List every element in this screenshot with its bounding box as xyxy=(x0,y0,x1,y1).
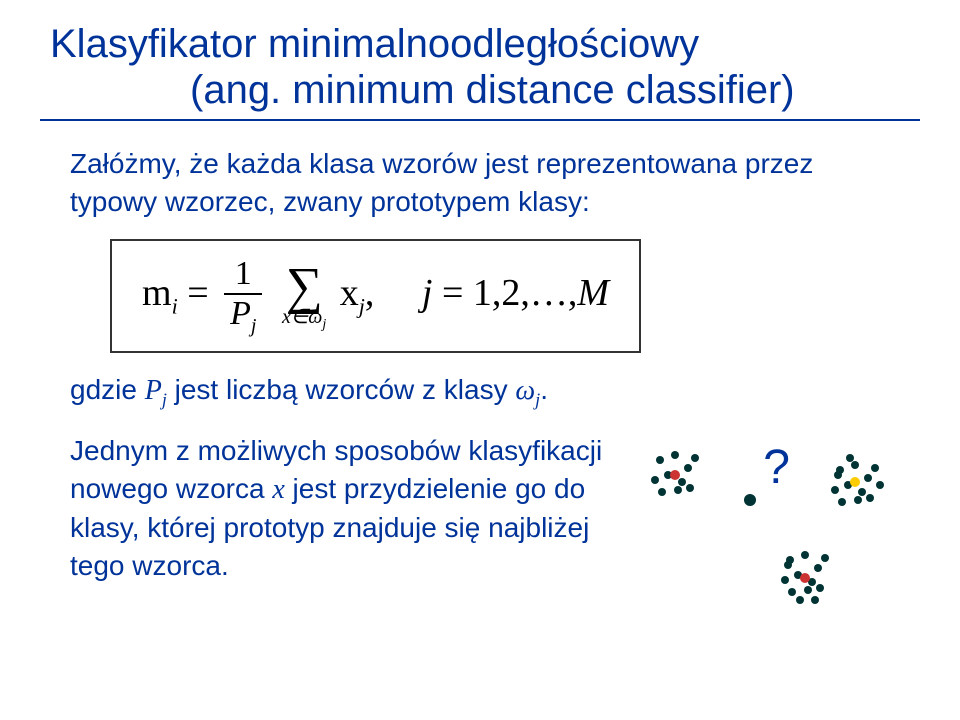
method-paragraph: Jednym z możliwych sposobów klasyfikacji… xyxy=(0,432,670,584)
intro-paragraph: Załóżmy, że każda klasa wzorów jest repr… xyxy=(0,145,960,221)
sigma-sub-j: j xyxy=(322,317,326,332)
slide-title-line1: Klasyfikator minimalnoodległościowy xyxy=(0,0,960,68)
slide-title-line2: (ang. minimum distance classifier) xyxy=(0,68,960,113)
pj-prefix: gdzie xyxy=(70,374,145,405)
formula-x: x xyxy=(340,272,359,314)
frac-den: Pj xyxy=(224,295,262,338)
formula-fraction: 1 Pj xyxy=(224,255,262,338)
cond-vals: 1,2,…, xyxy=(473,272,578,314)
formula-box: mi = 1 Pj ∑ x∈ωj xj, j = 1,2,…,M xyxy=(110,239,641,354)
sigma-sub-text: x∈ω xyxy=(282,306,322,328)
frac-den-sub: j xyxy=(251,314,257,336)
cluster-diagram xyxy=(640,440,920,660)
prototype-formula: mi = 1 Pj ∑ x∈ωj xj, j = 1,2,…,M xyxy=(142,272,609,314)
pj-symbol: P xyxy=(145,375,162,406)
omega-symbol: ω xyxy=(515,375,535,406)
pj-mid: jest liczbą wzorców z klasy xyxy=(167,374,516,405)
pj-line: gdzie Pj jest liczbą wzorców z klasy ωj. xyxy=(0,371,960,412)
title-divider xyxy=(40,119,920,121)
pj-suffix: . xyxy=(540,374,548,405)
sigma-wrap: ∑ x∈ωj xyxy=(282,261,326,332)
formula-m-sub: i xyxy=(172,293,178,318)
frac-num: 1 xyxy=(224,255,262,295)
formula-comma: , xyxy=(365,272,375,314)
sigma-sub: x∈ωj xyxy=(282,307,326,332)
cond-M: M xyxy=(577,272,609,314)
method-paragraph-text: Jednym z możliwych sposobów klasyfikacji… xyxy=(70,435,602,580)
formula-eq: = xyxy=(187,272,208,314)
formula-m: m xyxy=(142,272,172,314)
cond-eq: = xyxy=(442,272,463,314)
frac-den-P: P xyxy=(230,295,251,332)
cond-j: j xyxy=(422,272,433,314)
